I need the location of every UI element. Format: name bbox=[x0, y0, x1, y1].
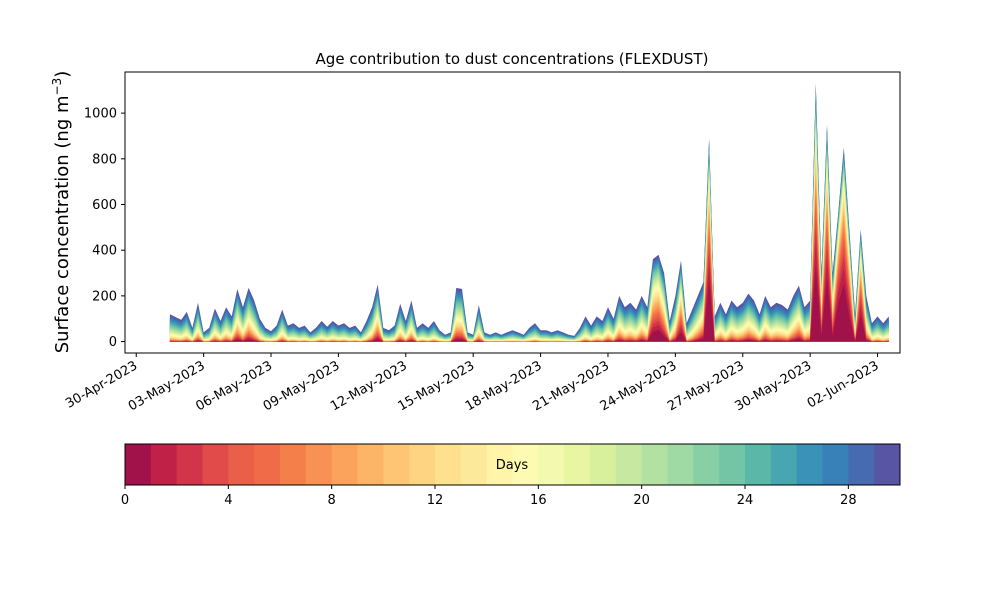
colorbar-segment bbox=[667, 444, 694, 485]
colorbar-segment bbox=[486, 444, 513, 485]
colorbar-segment bbox=[460, 444, 488, 485]
colorbar-tick-label: 24 bbox=[737, 493, 754, 508]
y-axis-label-close: ) bbox=[52, 71, 73, 78]
colorbar-segment bbox=[176, 444, 203, 485]
colorbar-segment bbox=[641, 444, 668, 485]
x-tick-label: 30-May-2023 bbox=[732, 358, 814, 414]
y-tick-label: 800 bbox=[92, 152, 117, 167]
colorbar-segment bbox=[848, 444, 875, 485]
colorbar-tick-label: 4 bbox=[224, 493, 232, 508]
colorbar-segment bbox=[383, 444, 410, 485]
colorbar-segment bbox=[745, 444, 772, 485]
plot-frame bbox=[124, 71, 901, 354]
colorbar-segment bbox=[357, 444, 384, 485]
stacked-age-areas bbox=[169, 83, 889, 342]
colorbar-segment bbox=[280, 444, 307, 485]
y-axis-label-superscript: −3 bbox=[50, 78, 64, 96]
y-tick-label: 1000 bbox=[84, 107, 117, 122]
colorbar-segment bbox=[693, 444, 720, 485]
colorbar-frame bbox=[124, 443, 901, 486]
colorbar-segment bbox=[228, 444, 255, 485]
colorbar-tick-label: 16 bbox=[530, 493, 547, 508]
colorbar-segment bbox=[409, 444, 436, 485]
colorbar-segment bbox=[125, 444, 152, 485]
colorbar-segment bbox=[435, 444, 462, 485]
colorbar-segment bbox=[590, 444, 617, 485]
colorbar-segment bbox=[305, 444, 333, 485]
y-tick-label: 0 bbox=[109, 335, 117, 350]
y-tick-label: 600 bbox=[92, 198, 117, 213]
colorbar-segment bbox=[254, 444, 281, 485]
colorbar-segment bbox=[512, 444, 539, 485]
colorbar-tick-label: 28 bbox=[840, 493, 857, 508]
colorbar-label: Days bbox=[496, 458, 529, 473]
colorbar-segment bbox=[822, 444, 849, 485]
age-band-0-days bbox=[169, 265, 889, 342]
age-band-29-days bbox=[169, 83, 889, 342]
colorbar-tick-label: 12 bbox=[427, 493, 444, 508]
colorbar-segment bbox=[150, 444, 178, 485]
colorbar-tick-label: 20 bbox=[633, 493, 650, 508]
colorbar-segment bbox=[874, 444, 901, 485]
chart-title: Age contribution to dust concentrations … bbox=[316, 50, 709, 68]
colorbar-segment bbox=[331, 444, 358, 485]
colorbar-tick-label: 0 bbox=[121, 493, 129, 508]
x-tick-label: 02-Jun-2023 bbox=[805, 358, 882, 411]
age-band-26-days bbox=[169, 93, 889, 342]
x-axis: 30-Apr-202303-May-202306-May-202309-May-… bbox=[63, 353, 882, 414]
colorbar-segment bbox=[615, 444, 643, 485]
colorbar-segment bbox=[719, 444, 746, 485]
colorbar-segment bbox=[564, 444, 591, 485]
colorbar-segment bbox=[538, 444, 565, 485]
y-tick-label: 400 bbox=[92, 244, 117, 259]
colorbar-segment bbox=[796, 444, 823, 485]
colorbar-segment bbox=[770, 444, 798, 485]
y-axis-label-main: Surface concentration (ng m bbox=[52, 95, 73, 353]
colorbar-tick-label: 8 bbox=[328, 493, 336, 508]
colorbar: 0 4 8 12 16 20 24 28 bbox=[121, 443, 901, 508]
y-tick-label: 200 bbox=[92, 289, 117, 304]
y-axis: 0 200 400 600 800 1000 bbox=[84, 107, 125, 350]
age-band-28-days bbox=[169, 86, 889, 342]
colorbar-segment bbox=[202, 444, 229, 485]
age-band-27-days bbox=[169, 89, 889, 342]
y-axis-label: Surface concentration (ng m−3) bbox=[50, 71, 73, 354]
